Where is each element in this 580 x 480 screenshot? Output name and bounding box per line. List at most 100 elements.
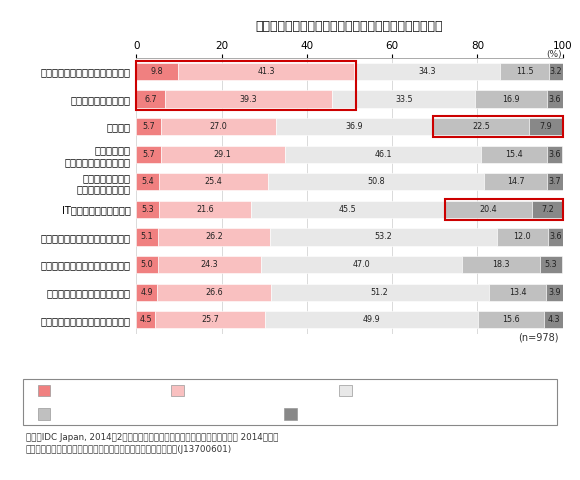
Bar xyxy=(484,173,547,191)
Bar xyxy=(136,284,157,301)
Text: 3.7: 3.7 xyxy=(549,177,561,186)
Bar xyxy=(496,228,548,246)
Text: 十分できている: 十分できている xyxy=(56,386,96,395)
Bar xyxy=(548,228,563,246)
Bar xyxy=(529,118,563,135)
Text: 33.5: 33.5 xyxy=(395,95,412,104)
Text: 46.1: 46.1 xyxy=(374,150,392,159)
Bar xyxy=(539,256,562,273)
Text: 41.3: 41.3 xyxy=(258,67,275,76)
Text: 26.6: 26.6 xyxy=(205,288,223,297)
Text: 3.9: 3.9 xyxy=(548,288,561,297)
Text: 36.9: 36.9 xyxy=(346,122,363,131)
Text: 5.3: 5.3 xyxy=(545,260,557,269)
Text: 51.2: 51.2 xyxy=(371,288,389,297)
Text: 5.0: 5.0 xyxy=(140,260,153,269)
Bar xyxy=(159,201,251,218)
Text: (%): (%) xyxy=(546,49,561,59)
Bar xyxy=(285,145,481,163)
Bar xyxy=(157,284,271,301)
Text: 20.4: 20.4 xyxy=(480,205,497,214)
Bar xyxy=(445,201,532,218)
Text: 出典：IDC Japan, 2014年2月「国内企業のストレージ利用実態に関する調査 2014年版：
　　ストレージ投資のトランスフォーメーションの影響を探る」: 出典：IDC Japan, 2014年2月「国内企業のストレージ利用実態に関する… xyxy=(26,433,278,455)
Text: 3.6: 3.6 xyxy=(548,150,561,159)
Bar xyxy=(136,311,155,328)
Bar xyxy=(136,201,159,218)
Bar xyxy=(532,201,563,218)
Text: 15.4: 15.4 xyxy=(505,150,523,159)
Text: 3.2: 3.2 xyxy=(550,67,563,76)
Text: 6.7: 6.7 xyxy=(144,95,157,104)
Bar xyxy=(478,311,544,328)
Text: 3.6: 3.6 xyxy=(549,95,561,104)
Bar xyxy=(547,145,562,163)
Bar xyxy=(155,311,265,328)
Bar xyxy=(160,173,267,191)
Bar xyxy=(270,228,496,246)
Text: 25.7: 25.7 xyxy=(201,315,219,324)
Text: 5.7: 5.7 xyxy=(142,150,155,159)
Bar xyxy=(161,145,285,163)
Text: 53.2: 53.2 xyxy=(374,232,392,241)
Bar xyxy=(462,256,539,273)
Text: 50.8: 50.8 xyxy=(367,177,385,186)
Bar xyxy=(161,118,276,135)
Text: 25.4: 25.4 xyxy=(205,177,222,186)
Bar xyxy=(261,256,462,273)
Bar xyxy=(136,90,165,108)
Bar xyxy=(165,90,332,108)
Text: 7.9: 7.9 xyxy=(539,122,552,131)
Bar xyxy=(271,284,489,301)
Bar xyxy=(547,173,563,191)
Bar xyxy=(546,284,563,301)
Bar xyxy=(549,63,563,80)
Bar xyxy=(136,118,161,135)
Bar xyxy=(265,311,478,328)
Text: 49.9: 49.9 xyxy=(362,315,380,324)
Text: (n=978): (n=978) xyxy=(518,332,559,342)
Bar xyxy=(276,118,433,135)
Bar xyxy=(158,228,270,246)
Text: 5.4: 5.4 xyxy=(142,177,154,186)
Text: 29.1: 29.1 xyxy=(214,150,231,159)
Text: 34.3: 34.3 xyxy=(419,67,436,76)
Text: 18.3: 18.3 xyxy=(492,260,509,269)
Text: 27.0: 27.0 xyxy=(209,122,227,131)
Text: 5.1: 5.1 xyxy=(141,232,154,241)
Text: どちらとも言えない: どちらとも言えない xyxy=(358,386,409,395)
Text: 39.3: 39.3 xyxy=(240,95,258,104)
Bar xyxy=(481,145,547,163)
Text: 47.0: 47.0 xyxy=(353,260,370,269)
Text: 3.6: 3.6 xyxy=(549,232,561,241)
Bar xyxy=(136,228,158,246)
Bar xyxy=(433,116,563,137)
Text: 5.7: 5.7 xyxy=(142,122,155,131)
Bar xyxy=(136,145,161,163)
Text: 15.6: 15.6 xyxy=(502,315,520,324)
Text: 22.5: 22.5 xyxy=(472,122,490,131)
Text: ある程度できている: ある程度できている xyxy=(190,386,241,395)
Text: 14.7: 14.7 xyxy=(507,177,524,186)
Bar xyxy=(136,60,356,110)
Bar xyxy=(544,311,563,328)
Bar xyxy=(332,90,475,108)
Text: 多くの解決すべき課題がある: 多くの解決すべき課題がある xyxy=(303,410,378,419)
Bar xyxy=(354,63,501,80)
Text: 26.2: 26.2 xyxy=(205,232,223,241)
Text: 9.8: 9.8 xyxy=(151,67,164,76)
Bar xyxy=(136,63,178,80)
Text: 21.6: 21.6 xyxy=(196,205,214,214)
Text: 4.9: 4.9 xyxy=(140,288,153,297)
Bar xyxy=(136,256,158,273)
Text: 16.9: 16.9 xyxy=(502,95,520,104)
Text: 45.5: 45.5 xyxy=(339,205,357,214)
Bar xyxy=(548,90,563,108)
Bar xyxy=(501,63,549,80)
Text: 24.3: 24.3 xyxy=(201,260,218,269)
Bar xyxy=(158,256,261,273)
Bar xyxy=(489,284,546,301)
Text: 4.5: 4.5 xyxy=(140,315,152,324)
Bar xyxy=(251,201,445,218)
Text: あまりできおらず、解決すべき課題がある: あまりできおらず、解決すべき課題がある xyxy=(56,410,165,419)
Text: 7.2: 7.2 xyxy=(541,205,554,214)
